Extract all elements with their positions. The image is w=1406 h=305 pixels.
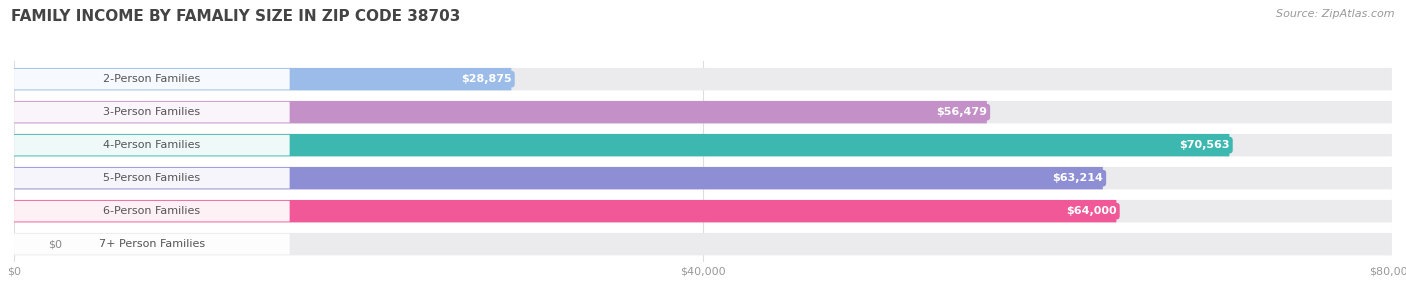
FancyBboxPatch shape: [14, 233, 1392, 255]
Text: FAMILY INCOME BY FAMALIY SIZE IN ZIP CODE 38703: FAMILY INCOME BY FAMALIY SIZE IN ZIP COD…: [11, 9, 461, 24]
Text: $63,214: $63,214: [1052, 173, 1102, 183]
Text: 3-Person Families: 3-Person Families: [103, 107, 201, 117]
Text: 6-Person Families: 6-Person Families: [103, 206, 201, 216]
FancyBboxPatch shape: [14, 101, 1392, 123]
FancyBboxPatch shape: [14, 68, 512, 90]
FancyBboxPatch shape: [14, 168, 290, 188]
FancyBboxPatch shape: [14, 69, 290, 89]
Text: $0: $0: [48, 239, 62, 249]
FancyBboxPatch shape: [14, 134, 1229, 156]
Text: 7+ Person Families: 7+ Person Families: [98, 239, 205, 249]
FancyBboxPatch shape: [14, 234, 290, 254]
Text: $28,875: $28,875: [461, 74, 512, 84]
Text: Source: ZipAtlas.com: Source: ZipAtlas.com: [1277, 9, 1395, 19]
Text: $56,479: $56,479: [936, 107, 987, 117]
Text: 5-Person Families: 5-Person Families: [103, 173, 201, 183]
FancyBboxPatch shape: [14, 134, 1392, 156]
Text: 4-Person Families: 4-Person Families: [103, 140, 201, 150]
Text: $70,563: $70,563: [1178, 140, 1229, 150]
Text: $64,000: $64,000: [1066, 206, 1116, 216]
FancyBboxPatch shape: [14, 167, 1392, 189]
FancyBboxPatch shape: [14, 200, 1392, 222]
FancyBboxPatch shape: [14, 200, 1116, 222]
FancyBboxPatch shape: [14, 167, 1102, 189]
Text: 2-Person Families: 2-Person Families: [103, 74, 201, 84]
FancyBboxPatch shape: [14, 135, 290, 156]
FancyBboxPatch shape: [14, 201, 290, 221]
FancyBboxPatch shape: [14, 68, 1392, 90]
FancyBboxPatch shape: [14, 101, 987, 123]
FancyBboxPatch shape: [14, 102, 290, 123]
